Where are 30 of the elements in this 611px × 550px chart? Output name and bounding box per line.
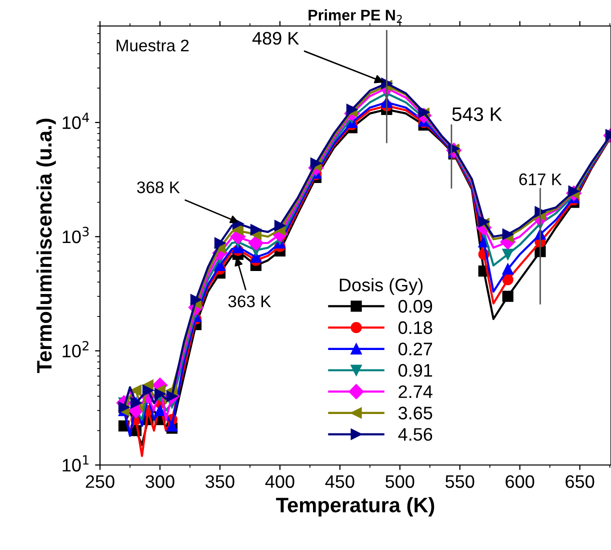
x-tick-label: 650	[566, 475, 594, 488]
chart-title: Primer PE N$_{2}$	[308, 9, 402, 23]
annotation: 489 K	[252, 32, 299, 45]
x-tick-label: 550	[446, 475, 474, 488]
legend-title: Dosis (Gy)	[340, 278, 423, 295]
x-tick-label: 350	[206, 475, 234, 488]
x-tick-label: 600	[506, 475, 534, 488]
x-tick-label: 250	[86, 475, 114, 488]
y-tick-label: 10$^{4}$	[62, 112, 89, 130]
x-tick-label: 500	[386, 475, 414, 488]
x-tick-label: 300	[146, 475, 174, 488]
x-axis-title: Temperatura (K)	[276, 497, 434, 517]
annotation: 543 K	[452, 107, 502, 122]
legend-label: 4.56	[398, 428, 432, 441]
y-axis-title: Termoluminiscencia (u.a.)	[36, 118, 56, 373]
y-tick-label: 10$^{3}$	[62, 226, 89, 244]
legend-label: 0.27	[398, 342, 432, 356]
y-tick-label: 10$^{2}$	[62, 340, 88, 358]
legend-label: 0.91	[398, 364, 432, 377]
legend-label: 0.09	[398, 300, 432, 313]
annotation: 617 K	[519, 173, 562, 186]
x-tick-label: 400	[265, 475, 294, 488]
legend-label: 0.18	[398, 321, 432, 334]
x-tick-label: 450	[325, 475, 354, 488]
annotation: 368 K	[137, 181, 180, 194]
annotation: Muestra 2	[116, 40, 189, 52]
y-tick-label: 10$^{1}$	[62, 455, 89, 472]
annotation: 363 K	[228, 295, 272, 308]
legend-label: 2.74	[398, 385, 432, 398]
legend-label: 3.65	[398, 406, 432, 420]
